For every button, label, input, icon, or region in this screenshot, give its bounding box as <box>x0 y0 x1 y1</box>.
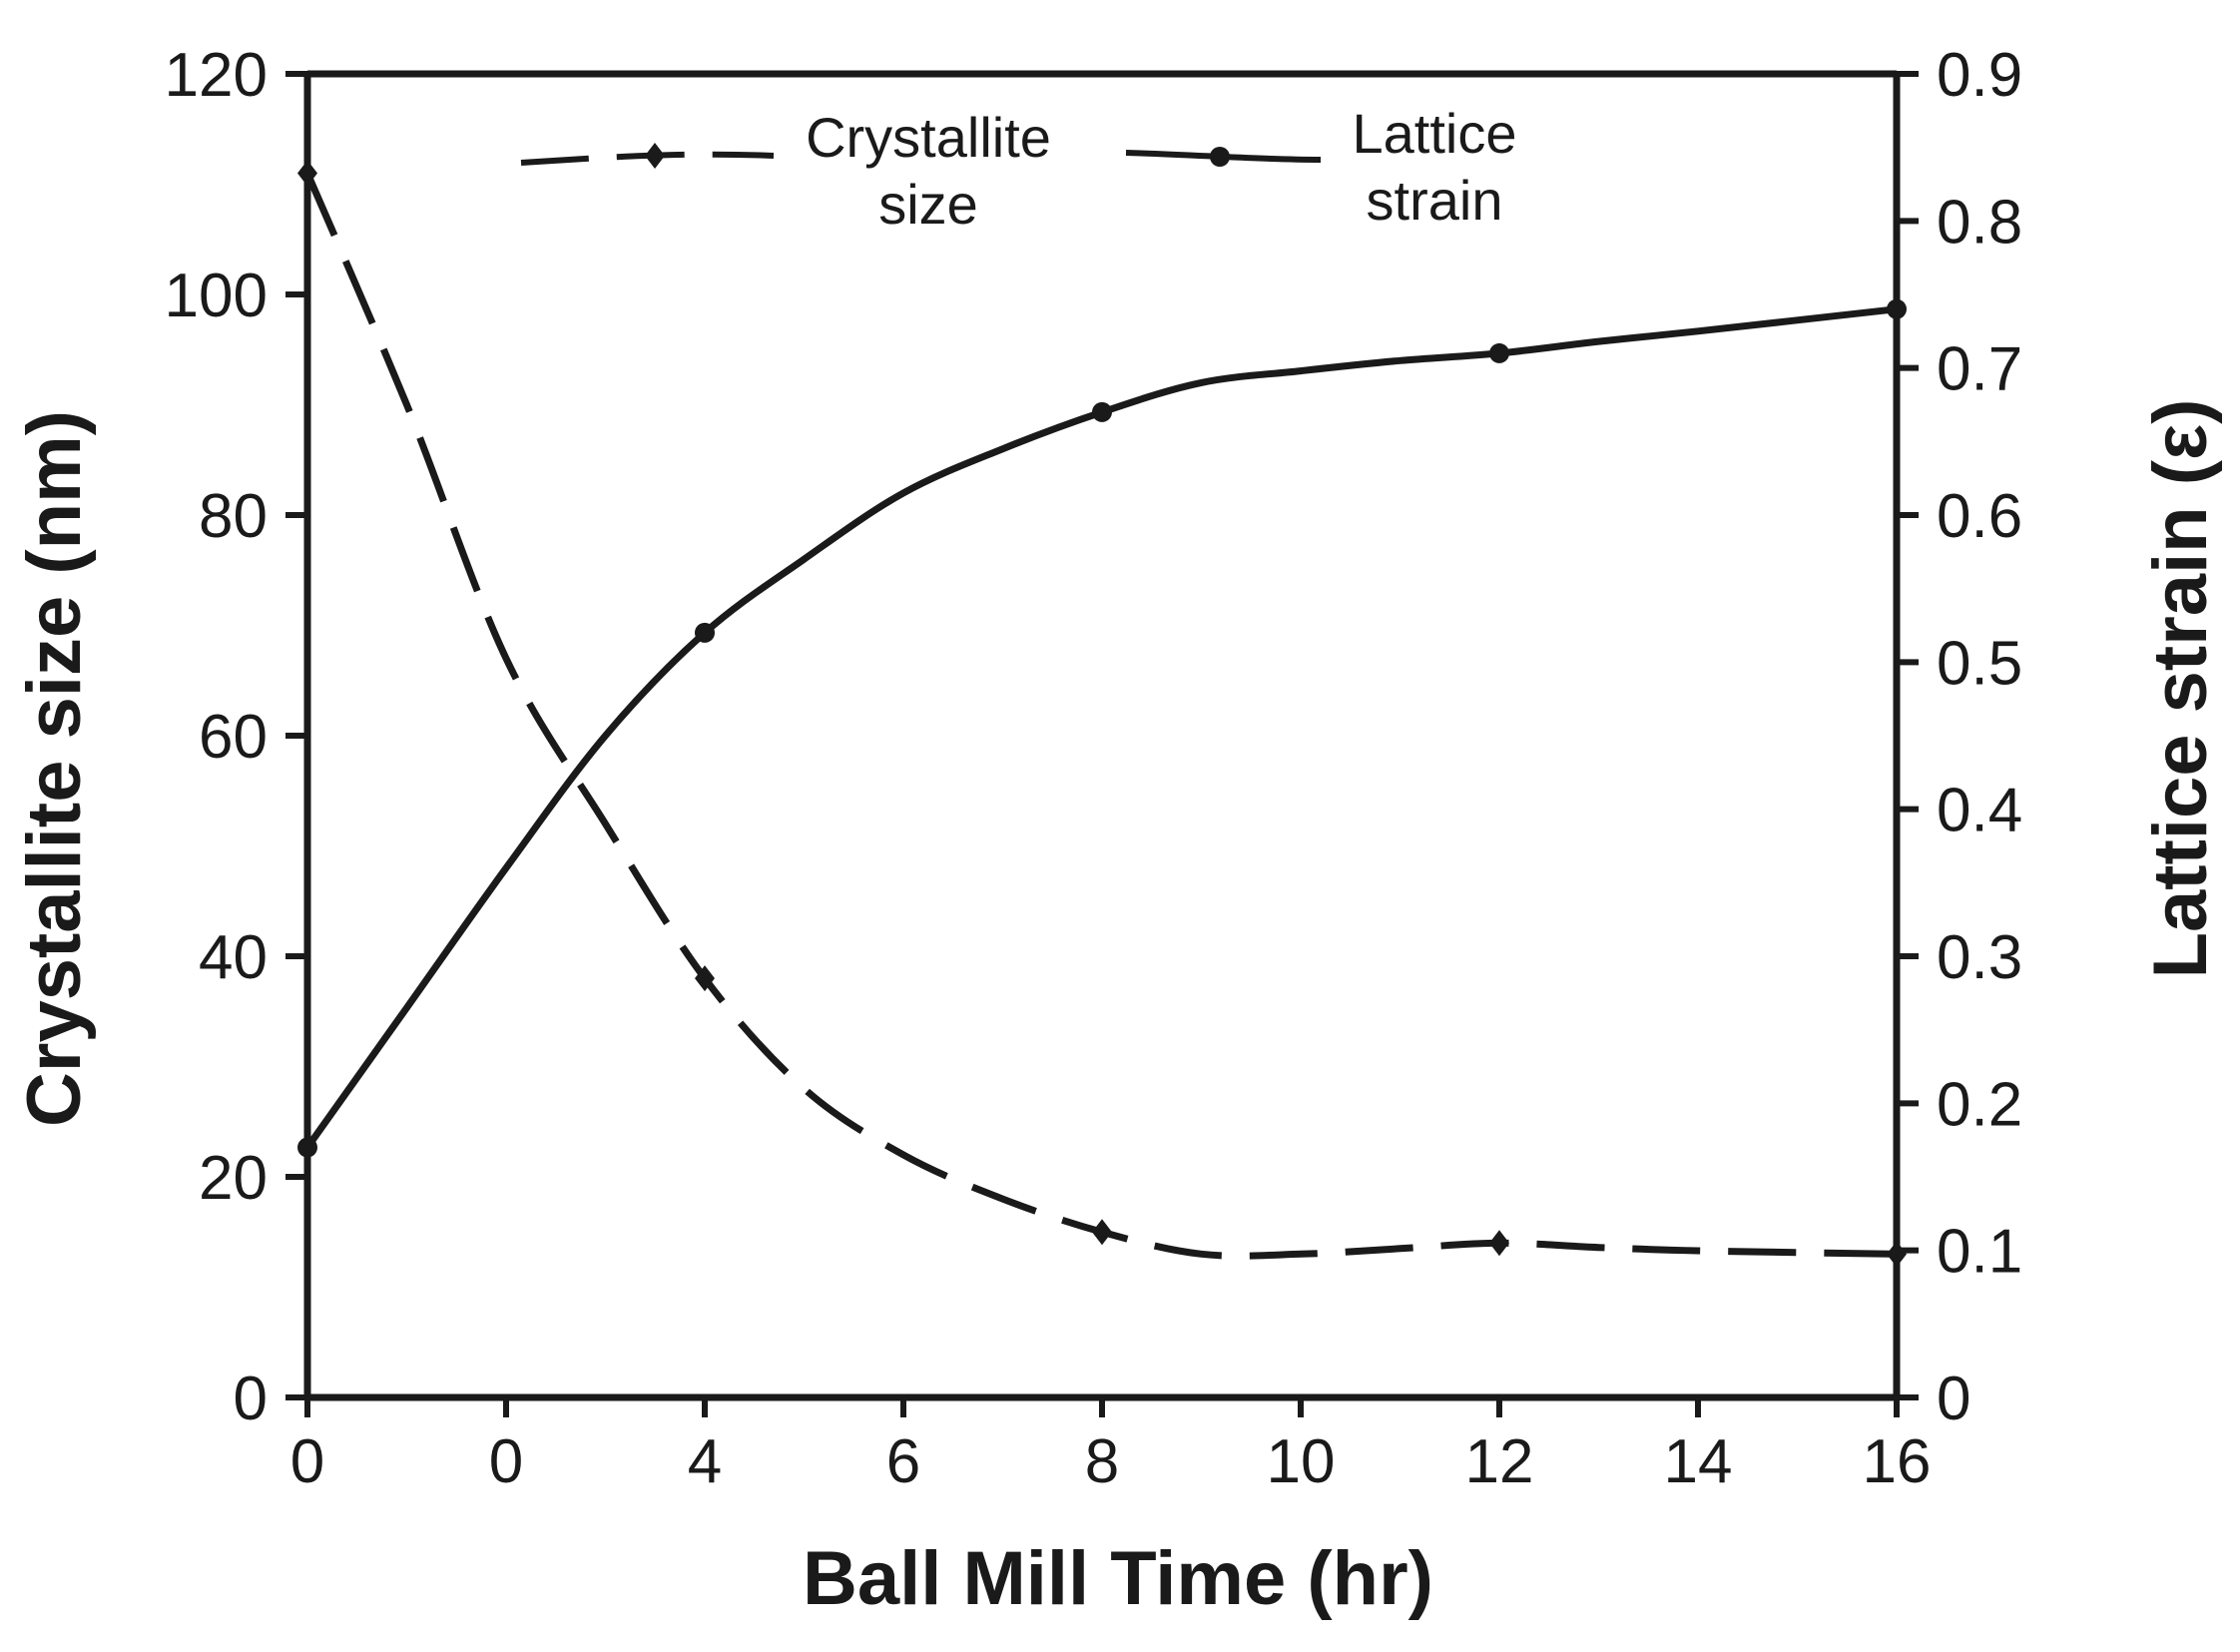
y-left-tick-label: 100 <box>165 262 268 330</box>
data-point-crystallite-size <box>695 965 715 992</box>
y-right-tick-label: 0.3 <box>1937 923 2022 992</box>
y-left-tick-label: 80 <box>199 482 268 551</box>
legend-item-lattice-strain: Lattice strain <box>1125 102 1517 232</box>
data-point-lattice-strain <box>1092 401 1112 422</box>
y-right-tick-label: 0.7 <box>1937 335 2022 404</box>
x-tick-label: 8 <box>1085 1427 1119 1496</box>
x-tick-label: 0 <box>290 1427 324 1496</box>
data-point-lattice-strain <box>1887 298 1907 319</box>
y-left-axis-title: Crystallite size (nm) <box>12 410 97 1127</box>
x-tick-label: 0 <box>489 1427 523 1496</box>
y-right-tick-label: 0.4 <box>1937 777 2022 845</box>
data-point-lattice-strain <box>695 622 715 643</box>
x-tick-label: 16 <box>1863 1427 1932 1496</box>
y-left-axis-ticks: 0 20 40 60 80 100 120 <box>165 41 307 1433</box>
y-left-tick-label: 20 <box>199 1144 268 1213</box>
y-right-tick-label: 0.1 <box>1937 1218 2022 1287</box>
y-right-tick-label: 0.5 <box>1937 629 2022 698</box>
y-right-tick-label: 0.8 <box>1937 188 2022 257</box>
legend: Crystallite size Lattice strain <box>520 102 1517 236</box>
data-point-crystallite-size <box>297 160 317 187</box>
x-axis-title: Ball Mill Time (hr) <box>803 1536 1433 1621</box>
y-right-tick-label: 0.9 <box>1937 41 2022 110</box>
legend-item-crystallite-size: Crystallite size <box>520 106 1051 236</box>
legend-marker-crystallite-size <box>645 143 665 169</box>
y-right-tick-label: 0.6 <box>1937 482 2022 551</box>
legend-swatch-crystallite-size <box>520 151 775 166</box>
y-right-axis-ticks: 0 0.1 0.2 0.3 0.4 0.5 0.6 0.7 0.8 0.9 <box>1897 41 2022 1433</box>
data-point-lattice-strain <box>297 1137 317 1158</box>
y-left-tick-label: 0 <box>234 1365 268 1433</box>
series-line-crystallite-size <box>303 172 1898 1260</box>
legend-label-crystallite-line1: Crystallite <box>806 106 1051 169</box>
x-tick-label: 12 <box>1465 1427 1534 1496</box>
data-point-lattice-strain <box>1489 342 1509 363</box>
data-point-crystallite-size <box>1092 1219 1112 1246</box>
x-axis-ticks: 0 0 4 6 8 10 12 14 16 <box>290 1397 1932 1496</box>
x-tick-label: 10 <box>1267 1427 1336 1496</box>
series-lattice-strain <box>297 298 1907 1158</box>
y-left-tick-label: 60 <box>199 703 268 772</box>
y-right-tick-label: 0 <box>1937 1365 1970 1433</box>
x-tick-label: 4 <box>688 1427 722 1496</box>
legend-label-crystallite-line2: size <box>878 173 978 236</box>
legend-label-lattice-line1: Lattice <box>1353 102 1517 165</box>
y-left-tick-label: 40 <box>199 923 268 992</box>
legend-marker-lattice-strain <box>1210 147 1230 167</box>
data-point-crystallite-size <box>1489 1230 1509 1257</box>
data-point-crystallite-size <box>1887 1241 1907 1268</box>
series-layer <box>297 160 1907 1268</box>
y-right-tick-label: 0.2 <box>1937 1070 2022 1139</box>
y-right-axis-title: Lattice strain (ε) <box>2138 399 2223 979</box>
legend-label-lattice-line2: strain <box>1367 169 1503 232</box>
series-crystallite-size <box>297 160 1907 1268</box>
y-left-tick-label: 120 <box>165 41 268 110</box>
x-tick-label: 14 <box>1664 1427 1733 1496</box>
x-tick-label: 6 <box>886 1427 920 1496</box>
series-line-lattice-strain <box>304 305 1898 1150</box>
